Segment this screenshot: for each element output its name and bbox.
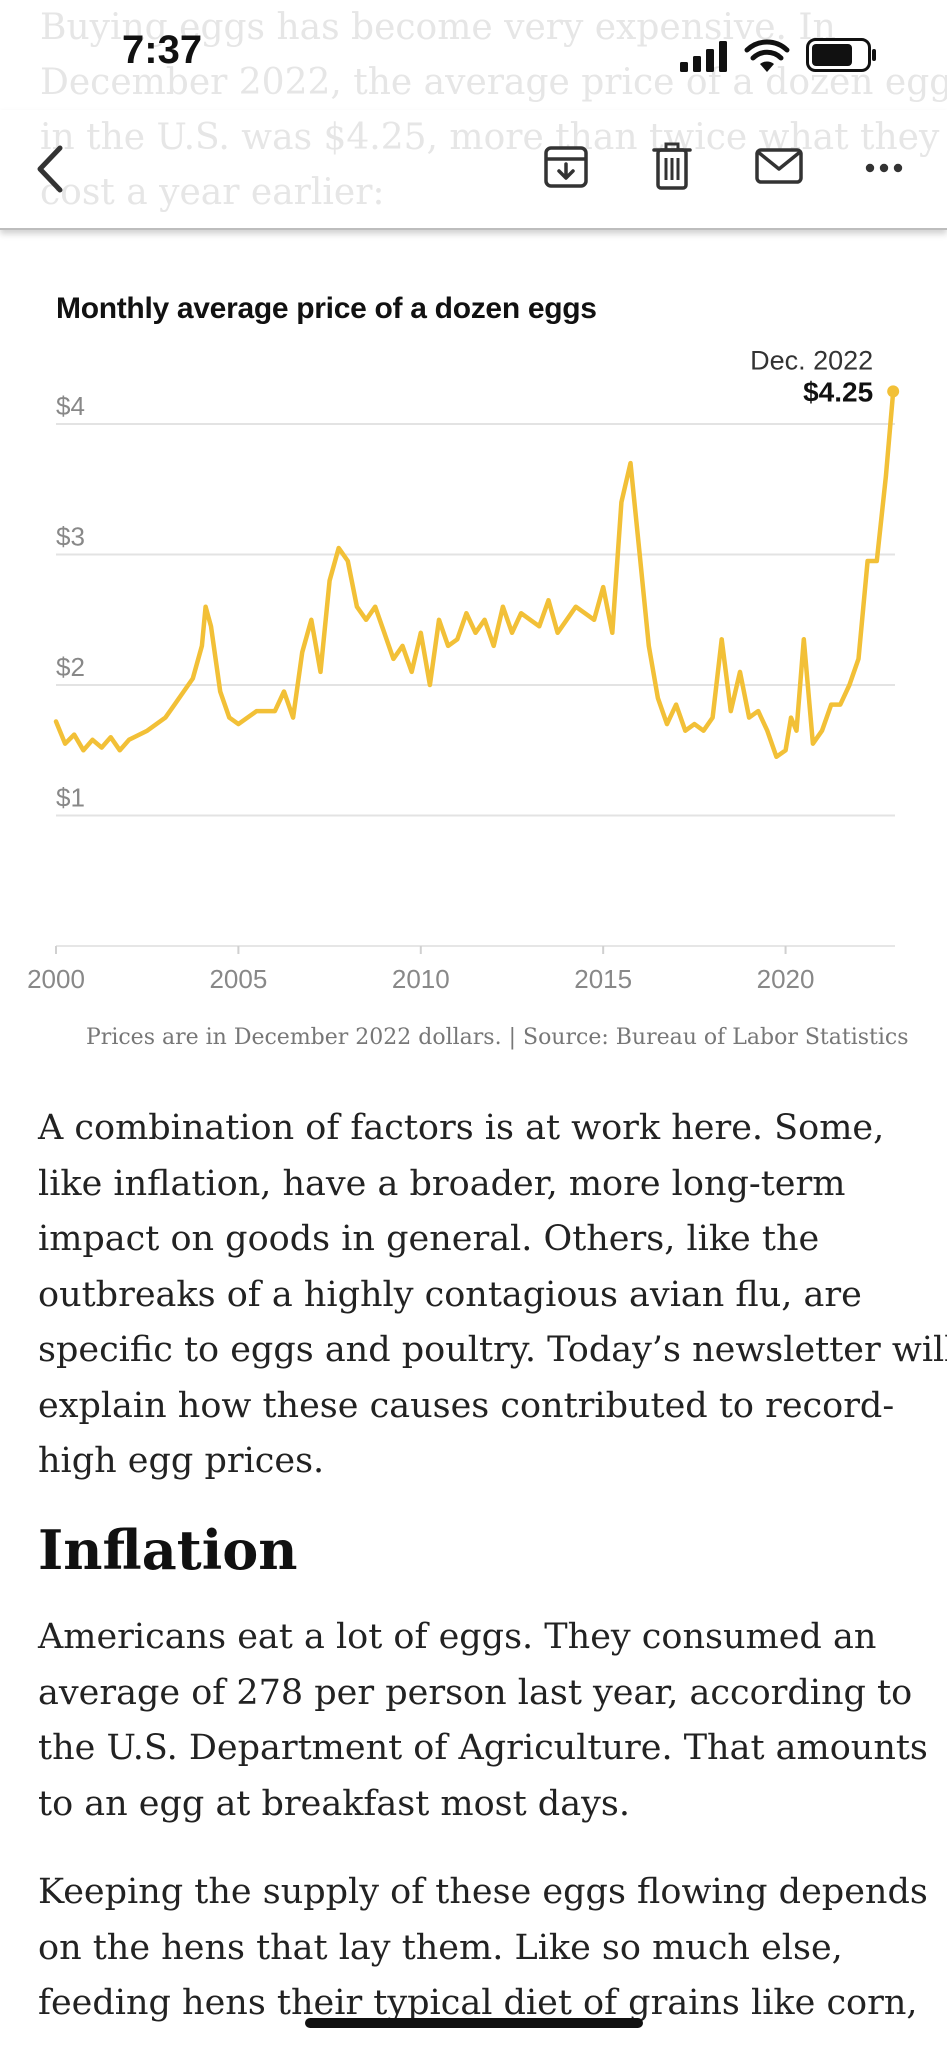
trash-icon[interactable] bbox=[652, 142, 692, 192]
y-tick-label: $3 bbox=[56, 522, 85, 552]
paragraph-line: high egg prices. bbox=[38, 1441, 325, 1481]
paragraph-line: on the hens that lay them. Like so much … bbox=[38, 1927, 843, 1968]
x-tick-label: 2010 bbox=[392, 964, 450, 994]
x-tick-label: 2015 bbox=[574, 964, 632, 994]
cellular-signal-icon bbox=[680, 41, 727, 72]
battery-icon bbox=[806, 38, 876, 72]
wifi-icon bbox=[744, 39, 790, 72]
status-bar: 7:37 bbox=[0, 0, 947, 110]
scrolled-article-text: Buying eggs has become very expensive. I… bbox=[40, 0, 947, 220]
paragraph-line: like inflation, have a broader, more lon… bbox=[38, 1163, 846, 1204]
ghost-line: Buying eggs has become very expensive. I… bbox=[40, 7, 836, 48]
paragraph-line: explain how these causes contributed to … bbox=[38, 1385, 895, 1426]
mail-icon[interactable] bbox=[755, 148, 803, 184]
x-tick-label: 2000 bbox=[27, 964, 85, 994]
ghost-line: December 2022, the average price of a do… bbox=[40, 62, 947, 103]
paragraph-line: impact on goods in general. Others, like… bbox=[38, 1219, 820, 1259]
section-heading-inflation: Inflation bbox=[38, 1518, 298, 1582]
article-paragraph-2: Americans eat a lot of eggs. They consum… bbox=[38, 1610, 928, 1832]
archive-icon[interactable] bbox=[543, 144, 589, 190]
back-chevron-icon[interactable] bbox=[32, 144, 66, 194]
annotation-date-label: Dec. 2022 bbox=[750, 345, 873, 375]
y-tick-label: $4 bbox=[56, 391, 85, 421]
paragraph-line: outbreaks of a highly contagious avian f… bbox=[38, 1274, 862, 1315]
x-tick-label: 2005 bbox=[209, 964, 267, 994]
paragraph-line: average of 278 per person last year, acc… bbox=[38, 1672, 913, 1713]
ghost-line: cost a year earlier: bbox=[40, 172, 385, 213]
paragraph-line: A combination of factors is at work here… bbox=[38, 1108, 885, 1148]
egg-price-line-chart: $4 $3 $2 $1 2000 2005 2010 2015 2020 Dec. 2022$4.… bbox=[27, 345, 900, 994]
paragraph-line: specific to eggs and poultry. Today’s ne… bbox=[38, 1330, 947, 1370]
x-tick-label: 2020 bbox=[757, 964, 815, 994]
article-paragraph-1: A combination of factors is at work here… bbox=[38, 1101, 947, 1490]
paragraph-line: to an egg at breakfast most days. bbox=[38, 1783, 630, 1824]
price-series-line bbox=[53, 389, 896, 760]
paragraph-line: Americans eat a lot of eggs. They consum… bbox=[38, 1617, 877, 1657]
paragraph-line: Keeping the supply of these eggs flowing… bbox=[38, 1872, 928, 1912]
paragraph-line: feeding hens their typical diet of grain… bbox=[38, 1983, 918, 2023]
paragraph-line: the U.S. Department of Agriculture. That… bbox=[38, 1728, 928, 1768]
annotation-value-label: $4.25 bbox=[803, 376, 873, 407]
chart-caption: Prices are in December 2022 dollars. | S… bbox=[86, 1025, 909, 1050]
latest-price-point bbox=[887, 385, 900, 398]
y-tick-label: $1 bbox=[56, 783, 85, 813]
chart-title: Monthly average price of a dozen eggs bbox=[56, 292, 597, 325]
mail-toolbar bbox=[0, 110, 947, 230]
home-indicator[interactable] bbox=[305, 2018, 643, 2028]
y-tick-label: $2 bbox=[56, 652, 85, 682]
article-paragraph-3: Keeping the supply of these eggs flowing… bbox=[38, 1865, 928, 2032]
status-time: 7:37 bbox=[122, 28, 203, 72]
more-icon[interactable] bbox=[865, 163, 903, 173]
